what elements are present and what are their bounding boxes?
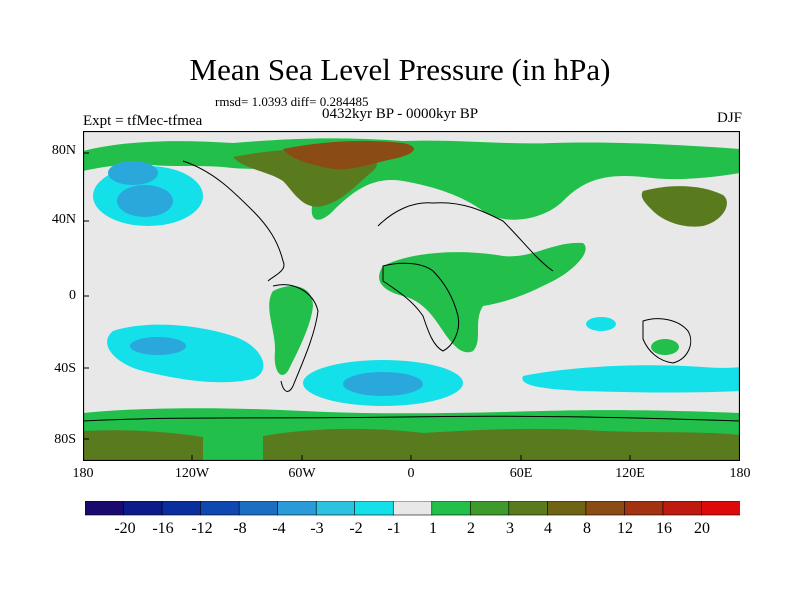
legend-swatch bbox=[85, 501, 125, 516]
anomaly-north-brown bbox=[283, 141, 414, 170]
lon-label-180e: 180 bbox=[729, 466, 751, 481]
anomaly-east-olive bbox=[641, 186, 727, 227]
axis-ticks bbox=[83, 152, 631, 461]
lat-label-80n: 80N bbox=[51, 143, 76, 158]
legend-label: 20 bbox=[694, 520, 710, 537]
legend-swatch bbox=[277, 501, 317, 516]
anomaly-australia-green bbox=[651, 339, 679, 355]
legend-swatch bbox=[200, 501, 240, 516]
lon-label-60w: 60W bbox=[288, 466, 316, 481]
legend-label: -12 bbox=[191, 520, 213, 537]
legend-label: 2 bbox=[467, 520, 475, 537]
legend-label: -3 bbox=[310, 520, 324, 537]
anomaly-sindian-cyan bbox=[522, 365, 740, 393]
legend-swatch bbox=[624, 501, 664, 516]
legend-swatch bbox=[354, 501, 394, 516]
season-label: DJF bbox=[716, 110, 742, 126]
legend-label: 3 bbox=[506, 520, 514, 537]
anomaly-npacific-blue-top bbox=[108, 161, 158, 185]
experiment-label: Expt = tfMec-tfmea bbox=[83, 113, 203, 129]
period-label: 0432kyr BP - 0000kyr BP bbox=[322, 106, 479, 122]
legend-swatch bbox=[508, 501, 548, 516]
legend-swatch bbox=[123, 501, 163, 516]
legend-label: -4 bbox=[272, 520, 286, 537]
legend-label: -8 bbox=[233, 520, 247, 537]
legend-swatch bbox=[469, 501, 510, 516]
lat-label-80s: 80S bbox=[54, 432, 76, 447]
anomaly-antarctic-olive bbox=[263, 428, 740, 461]
lat-label-40s: 40S bbox=[54, 361, 76, 376]
stats-label: rmsd= 1.0393 diff= 0.284485 bbox=[215, 94, 369, 109]
legend-swatch bbox=[431, 501, 471, 516]
legend-label: -2 bbox=[349, 520, 363, 537]
legend-label: 12 bbox=[617, 520, 633, 537]
legend-label: 4 bbox=[544, 520, 552, 537]
anomaly-africa-green bbox=[379, 242, 586, 353]
legend-swatch bbox=[238, 501, 279, 516]
legend-swatch bbox=[161, 501, 202, 516]
anomaly-spacific-blue bbox=[130, 337, 186, 355]
legend-swatch bbox=[701, 501, 740, 516]
legend-label: -1 bbox=[387, 520, 401, 537]
lat-label-40n: 40N bbox=[51, 212, 76, 227]
lat-label-0: 0 bbox=[69, 288, 76, 303]
lon-label-180w: 180 bbox=[72, 466, 94, 481]
lon-label-120e: 120E bbox=[615, 466, 645, 481]
legend-swatch bbox=[315, 501, 356, 516]
lon-label-0: 0 bbox=[407, 466, 415, 481]
legend-swatch bbox=[547, 501, 587, 516]
anomaly-satlantic-blue bbox=[343, 372, 423, 396]
legend-swatch bbox=[662, 501, 703, 516]
coastlines bbox=[83, 160, 740, 422]
legend-label: 16 bbox=[656, 520, 672, 537]
anomaly-npacific-blue bbox=[117, 185, 173, 217]
legend-label: 1 bbox=[429, 520, 437, 537]
legend-label: -16 bbox=[152, 520, 174, 537]
legend-colorbar bbox=[85, 501, 740, 516]
anomaly-samerica-green bbox=[269, 286, 313, 375]
lon-label-60e: 60E bbox=[509, 466, 533, 481]
chart-title: Mean Sea Level Pressure (in hPa) bbox=[189, 52, 611, 87]
anomaly-antarctic-olive-w bbox=[83, 430, 203, 461]
lon-label-120w: 120W bbox=[174, 466, 210, 481]
legend-label: -20 bbox=[114, 520, 136, 537]
map-panel bbox=[83, 131, 740, 461]
anomaly-indopacific-cyan bbox=[586, 317, 616, 331]
legend-label: 8 bbox=[583, 520, 591, 537]
legend-swatch bbox=[585, 501, 626, 516]
legend-swatch bbox=[392, 501, 433, 516]
